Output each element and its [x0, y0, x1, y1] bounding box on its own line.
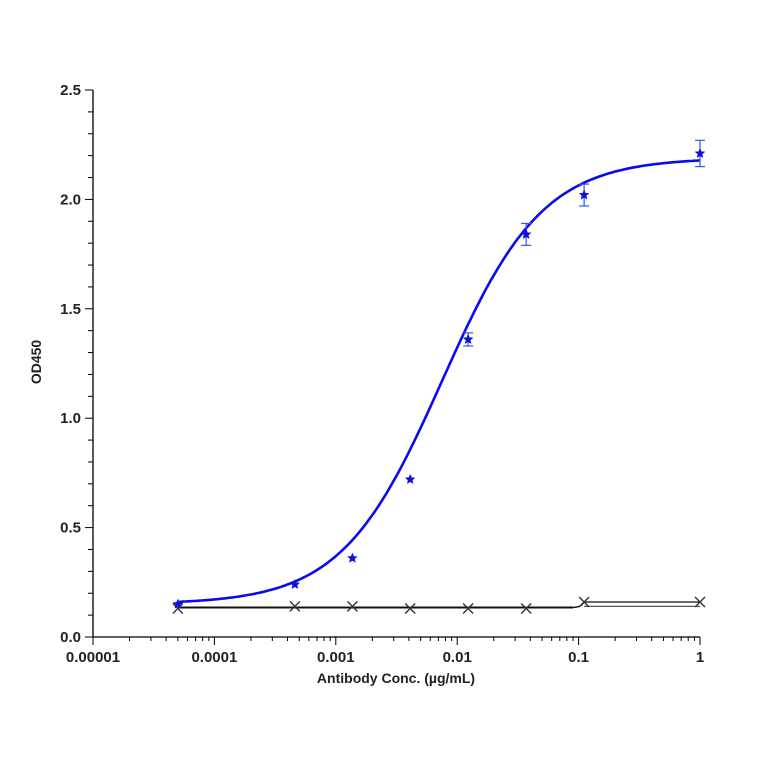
antibody-marker	[578, 183, 590, 207]
y-tick-label: 0.5	[60, 520, 81, 537]
x-axis: 0.00001 0.0001 0.001 0.01 0.1 1	[66, 636, 704, 666]
series-layer	[172, 139, 706, 615]
control-marker	[694, 596, 706, 608]
control-marker	[520, 603, 532, 615]
control-series	[172, 596, 706, 615]
x-tick-label: 0.001	[317, 649, 355, 666]
control-marker	[404, 603, 416, 615]
control-marker	[346, 600, 358, 612]
y-tick-label: 2.0	[60, 191, 81, 208]
control-marker	[462, 603, 474, 615]
antibody-marker	[289, 578, 301, 590]
y-tick-label: 1.5	[60, 301, 81, 318]
x-tick-label: 1	[696, 649, 704, 666]
antibody-marker	[694, 139, 706, 168]
antibody-series	[172, 139, 706, 609]
control-marker	[172, 603, 184, 615]
y-axis: 0.0 0.5 1.0 1.5 2.0 2.5	[60, 82, 94, 646]
antibody-marker	[520, 222, 532, 246]
y-axis-title: OD450	[28, 340, 44, 385]
x-tick-label: 0.1	[568, 649, 589, 666]
x-axis-title: Antibody Conc. (µg/mL)	[317, 670, 475, 686]
x-tick-label: 0.0001	[191, 649, 237, 666]
control-marker	[578, 596, 590, 608]
antibody-marker	[172, 598, 184, 609]
antibody-fit-curve	[177, 159, 701, 604]
antibody-marker	[462, 332, 474, 347]
x-tick-label: 0.00001	[66, 649, 120, 666]
control-marker	[289, 600, 301, 612]
x-tick-label: 0.01	[443, 649, 472, 666]
y-tick-label: 2.5	[60, 82, 81, 99]
antibody-marker	[404, 473, 416, 485]
y-tick-label: 1.0	[60, 410, 81, 427]
y-tick-label: 0.0	[60, 629, 81, 646]
antibody-marker	[346, 552, 358, 563]
